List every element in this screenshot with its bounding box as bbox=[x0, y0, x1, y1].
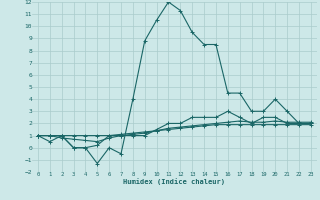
X-axis label: Humidex (Indice chaleur): Humidex (Indice chaleur) bbox=[124, 178, 225, 185]
